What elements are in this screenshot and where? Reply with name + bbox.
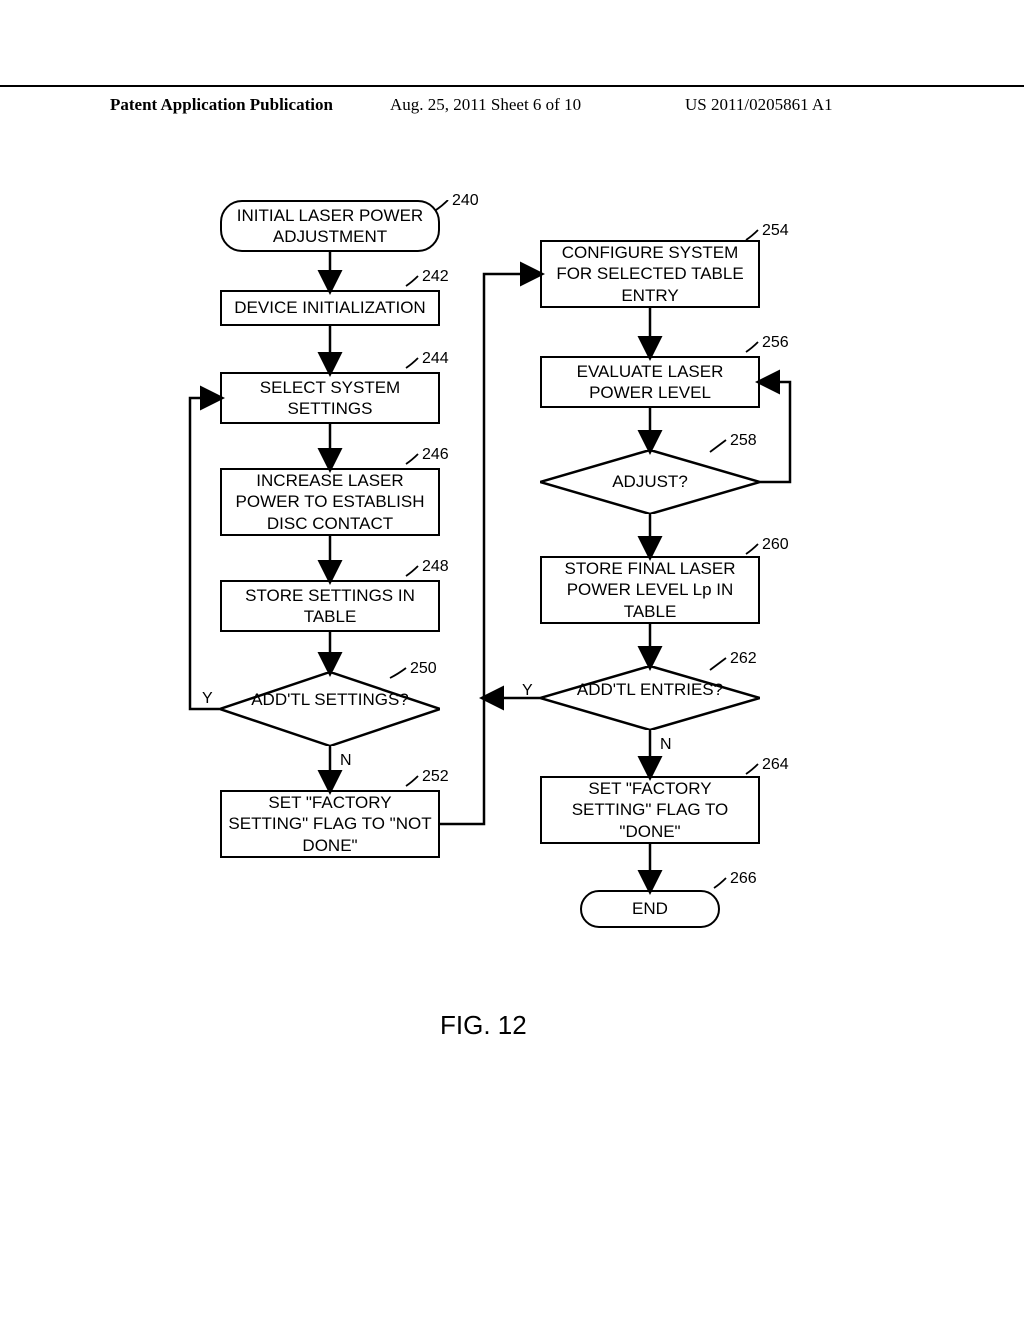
header-mid: Aug. 25, 2011 Sheet 6 of 10 (390, 95, 581, 115)
node-264-set-flag-done: SET "FACTORY SETTING" FLAG TO "DONE" (540, 776, 760, 844)
node-label: DEVICE INITIALIZATION (234, 297, 425, 318)
node-label: END (632, 898, 668, 919)
node-246-increase-laser: INCREASE LASER POWER TO ESTABLISH DISC C… (220, 468, 440, 536)
node-label: STORE FINAL LASER POWER LEVEL Lp IN TABL… (548, 558, 752, 622)
ref-262: 262 (730, 650, 757, 668)
node-242-device-init: DEVICE INITIALIZATION (220, 290, 440, 326)
edge-label-250-n: N (340, 752, 352, 770)
node-258-adjust: ADJUST? (540, 450, 760, 514)
ref-250: 250 (410, 660, 437, 678)
node-244-select-settings: SELECT SYSTEM SETTINGS (220, 372, 440, 424)
ref-258: 258 (730, 432, 757, 450)
node-label: ADD'TL ENTRIES? (577, 680, 723, 699)
node-250-addtl-settings: ADD'TL SETTINGS? (220, 672, 440, 746)
node-label: INCREASE LASER POWER TO ESTABLISH DISC C… (228, 470, 432, 534)
node-266-end: END (580, 890, 720, 928)
node-label: SET "FACTORY SETTING" FLAG TO "NOT DONE" (228, 792, 432, 856)
node-252-set-flag-notdone: SET "FACTORY SETTING" FLAG TO "NOT DONE" (220, 790, 440, 858)
node-262-addtl-entries: ADD'TL ENTRIES? (540, 666, 760, 730)
edge-label-250-y: Y (202, 690, 213, 708)
ref-256: 256 (762, 334, 789, 352)
node-256-evaluate-laser: EVALUATE LASER POWER LEVEL (540, 356, 760, 408)
edge-label-262-y: Y (522, 682, 533, 700)
edge-label-262-n: N (660, 736, 672, 754)
ref-252: 252 (422, 768, 449, 786)
ref-248: 248 (422, 558, 449, 576)
ref-254: 254 (762, 222, 789, 240)
node-248-store-settings: STORE SETTINGS IN TABLE (220, 580, 440, 632)
node-240-initial-laser-power: INITIAL LASER POWER ADJUSTMENT (220, 200, 440, 252)
header-right: US 2011/0205861 A1 (685, 95, 833, 115)
header-left: Patent Application Publication (110, 95, 333, 115)
node-254-configure-system: CONFIGURE SYSTEM FOR SELECTED TABLE ENTR… (540, 240, 760, 308)
page-header: Patent Application Publication Aug. 25, … (0, 85, 1024, 91)
ref-246: 246 (422, 446, 449, 464)
ref-244: 244 (422, 350, 449, 368)
node-label: CONFIGURE SYSTEM FOR SELECTED TABLE ENTR… (548, 242, 752, 306)
ref-242: 242 (422, 268, 449, 286)
figure-caption: FIG. 12 (440, 1010, 527, 1041)
page-root: Patent Application Publication Aug. 25, … (0, 0, 1024, 1320)
node-label: SELECT SYSTEM SETTINGS (228, 377, 432, 420)
node-label: INITIAL LASER POWER ADJUSTMENT (228, 205, 432, 248)
node-260-store-final: STORE FINAL LASER POWER LEVEL Lp IN TABL… (540, 556, 760, 624)
node-label: EVALUATE LASER POWER LEVEL (548, 361, 752, 404)
ref-240: 240 (452, 192, 479, 210)
ref-264: 264 (762, 756, 789, 774)
ref-266: 266 (730, 870, 757, 888)
node-label: STORE SETTINGS IN TABLE (228, 585, 432, 628)
node-label: ADJUST? (612, 472, 688, 491)
ref-260: 260 (762, 536, 789, 554)
node-label: ADD'TL SETTINGS? (251, 690, 409, 709)
node-label: SET "FACTORY SETTING" FLAG TO "DONE" (548, 778, 752, 842)
flowchart-diagram: INITIAL LASER POWER ADJUSTMENT 240 DEVIC… (170, 200, 850, 1100)
